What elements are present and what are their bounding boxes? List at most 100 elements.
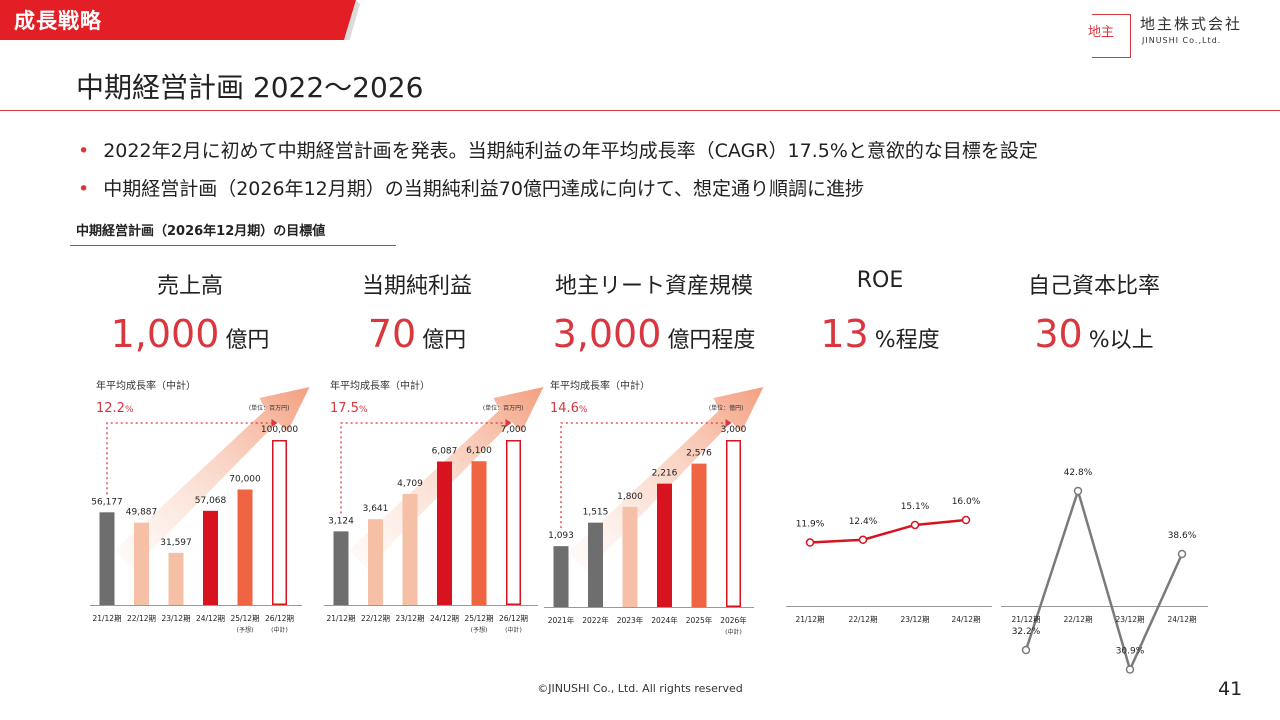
cagr-value: 12.2%: [96, 401, 134, 416]
page-title: 中期経営計画 2022～2026: [76, 71, 424, 104]
kpi-number: 3,000: [552, 312, 662, 356]
bar: [134, 522, 149, 605]
tick-label: 2025年: [686, 615, 713, 625]
bullet-dot-icon: •: [78, 178, 90, 200]
bar: [272, 440, 287, 605]
tick-note: (中計): [725, 628, 742, 636]
title-divider: [0, 110, 1280, 111]
cagr-bracket: [340, 422, 506, 514]
tick-note: (予想): [237, 626, 254, 634]
cagr-unit: %: [125, 405, 134, 415]
unit-note: (単位：百万円): [249, 404, 290, 412]
data-label: 57,068: [195, 496, 227, 506]
tick-label: 21/12期: [795, 615, 824, 624]
data-label: 15.1%: [901, 502, 930, 512]
data-label: 2,216: [652, 469, 678, 479]
data-label: 3,124: [328, 516, 354, 526]
tick-label: 21/12期: [326, 614, 355, 623]
data-label: 3,000: [721, 425, 747, 435]
data-point: [805, 538, 815, 547]
cagr-label: 年平均成長率（中計）: [330, 379, 430, 392]
cagr-arrowhead-icon: [271, 419, 278, 427]
kpi-label-roe: ROE: [856, 268, 904, 293]
cagr-value: 14.6%: [550, 401, 588, 416]
tick-label: 24/12期: [1167, 615, 1196, 624]
tick-label: 23/12期: [161, 614, 190, 623]
bar: [203, 510, 218, 605]
tick-label: 25/12期: [464, 614, 493, 623]
bar: [471, 461, 487, 605]
data-label: 30.9%: [1116, 647, 1145, 657]
data-label: 38.6%: [1168, 531, 1197, 541]
bar: [506, 440, 521, 605]
tick-label: 25/12期: [230, 614, 259, 623]
unit-note: (単位：百万円): [483, 404, 524, 412]
tick-label: 21/12期: [1011, 615, 1040, 624]
tick-label: 2026年: [720, 615, 747, 625]
data-label: 1,515: [583, 508, 609, 518]
bar: [622, 506, 638, 607]
tick-label: 26/12期: [499, 614, 528, 623]
growth-arrow-icon: [115, 387, 310, 569]
bar: [168, 552, 184, 605]
bar: [402, 494, 418, 605]
data-label: 32.2%: [1012, 627, 1041, 637]
kpi-label-sales: 売上高: [156, 274, 223, 299]
data-point: [1125, 665, 1135, 674]
kpi-number: 70: [367, 312, 417, 356]
data-point: [1073, 486, 1083, 496]
bar: [726, 440, 741, 607]
kpi-value-equity-ratio: 30 %以上: [964, 312, 1224, 356]
growth-arrow-icon: [569, 387, 764, 571]
kpi-value-reit-assets: 3,000 億円程度: [524, 312, 784, 356]
kpi-unit: 億円: [225, 328, 270, 353]
footer-copyright: ©JINUSHI Co., Ltd. All rights reserved: [537, 682, 743, 695]
kpi-unit: 億円程度: [667, 328, 756, 353]
tick-label: 22/12期: [361, 614, 390, 623]
tick-label: 22/12期: [848, 615, 877, 624]
kpi-unit: 億円: [422, 328, 467, 353]
data-point: [1177, 549, 1187, 559]
kpi-label-net-income: 当期純利益: [361, 274, 472, 299]
bar: [588, 522, 603, 607]
cagr-unit: %: [359, 405, 368, 415]
kpi-number: 13: [820, 312, 869, 356]
cagr-label: 年平均成長率（中計）: [550, 379, 650, 392]
data-label: 100,000: [261, 425, 298, 435]
bullet-text: 中期経営計画（2026年12月期）の当期純利益70億円達成に向けて、想定通り順調…: [103, 178, 864, 200]
tick-note: (予想): [471, 626, 488, 634]
bar: [691, 463, 707, 607]
company-logo-name-en: JINUSHI Co.,Ltd.: [1142, 36, 1222, 45]
tick-label: 2024年: [651, 615, 678, 625]
cagr-bracket: [106, 422, 272, 495]
data-label: 42.8%: [1064, 468, 1093, 478]
data-label: 16.0%: [952, 497, 981, 507]
kpi-unit: %以上: [1088, 328, 1154, 353]
data-label: 3,641: [363, 504, 389, 514]
tick-label: 24/12期: [951, 615, 980, 624]
kpi-number: 30: [1034, 312, 1083, 356]
page-number: 41: [1218, 678, 1243, 700]
bar: [368, 519, 383, 605]
data-label: 49,887: [126, 508, 158, 518]
cagr-unit: %: [579, 405, 588, 415]
data-label: 6,087: [432, 447, 458, 457]
tick-label: 22/12期: [127, 614, 156, 623]
tick-label: 23/12期: [900, 615, 929, 624]
company-logo-glyph: 地主: [1088, 25, 1115, 40]
kpi-label-reit-assets: 地主リート資産規模: [554, 274, 753, 299]
cagr-arrowhead-icon: [725, 419, 732, 427]
company-logo-mark: [1092, 14, 1131, 58]
tick-label: 21/12期: [92, 614, 121, 623]
tick-label: 23/12期: [1115, 615, 1144, 624]
data-label: 7,000: [501, 425, 527, 435]
section-tag-banner: [0, 0, 360, 40]
data-point: [858, 535, 868, 545]
targets-heading: 中期経営計画（2026年12月期）の目標値: [76, 224, 326, 239]
data-point: [1021, 645, 1031, 655]
tick-label: 24/12期: [196, 614, 225, 623]
data-label: 11.9%: [796, 520, 825, 530]
series-line: [1024, 489, 1184, 671]
data-label: 70,000: [229, 475, 261, 485]
